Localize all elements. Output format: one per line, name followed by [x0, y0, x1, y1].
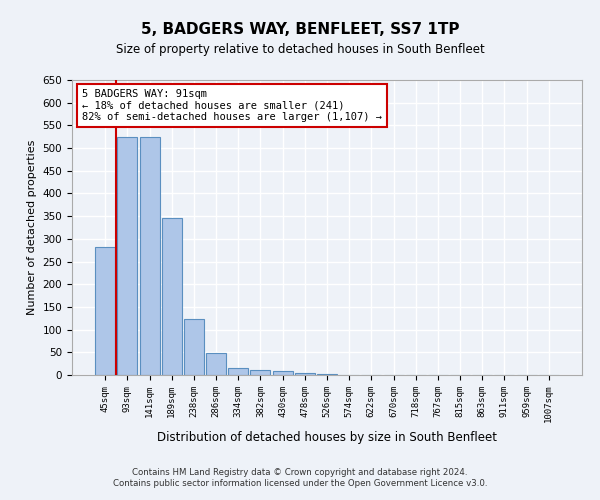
- Bar: [162, 218, 182, 375]
- Text: 5, BADGERS WAY, BENFLEET, SS7 1TP: 5, BADGERS WAY, BENFLEET, SS7 1TP: [141, 22, 459, 38]
- Bar: [118, 136, 137, 375]
- Text: Size of property relative to detached houses in South Benfleet: Size of property relative to detached ho…: [116, 42, 484, 56]
- Bar: [317, 374, 337, 375]
- Text: Contains HM Land Registry data © Crown copyright and database right 2024.
Contai: Contains HM Land Registry data © Crown c…: [113, 468, 487, 487]
- Text: 5 BADGERS WAY: 91sqm
← 18% of detached houses are smaller (241)
82% of semi-deta: 5 BADGERS WAY: 91sqm ← 18% of detached h…: [82, 89, 382, 122]
- Y-axis label: Number of detached properties: Number of detached properties: [27, 140, 37, 315]
- Bar: [295, 372, 315, 375]
- Bar: [206, 353, 226, 375]
- Bar: [228, 368, 248, 375]
- X-axis label: Distribution of detached houses by size in South Benfleet: Distribution of detached houses by size …: [157, 430, 497, 444]
- Bar: [272, 372, 293, 375]
- Bar: [250, 370, 271, 375]
- Bar: [184, 319, 204, 375]
- Bar: [140, 136, 160, 375]
- Bar: [95, 246, 115, 375]
